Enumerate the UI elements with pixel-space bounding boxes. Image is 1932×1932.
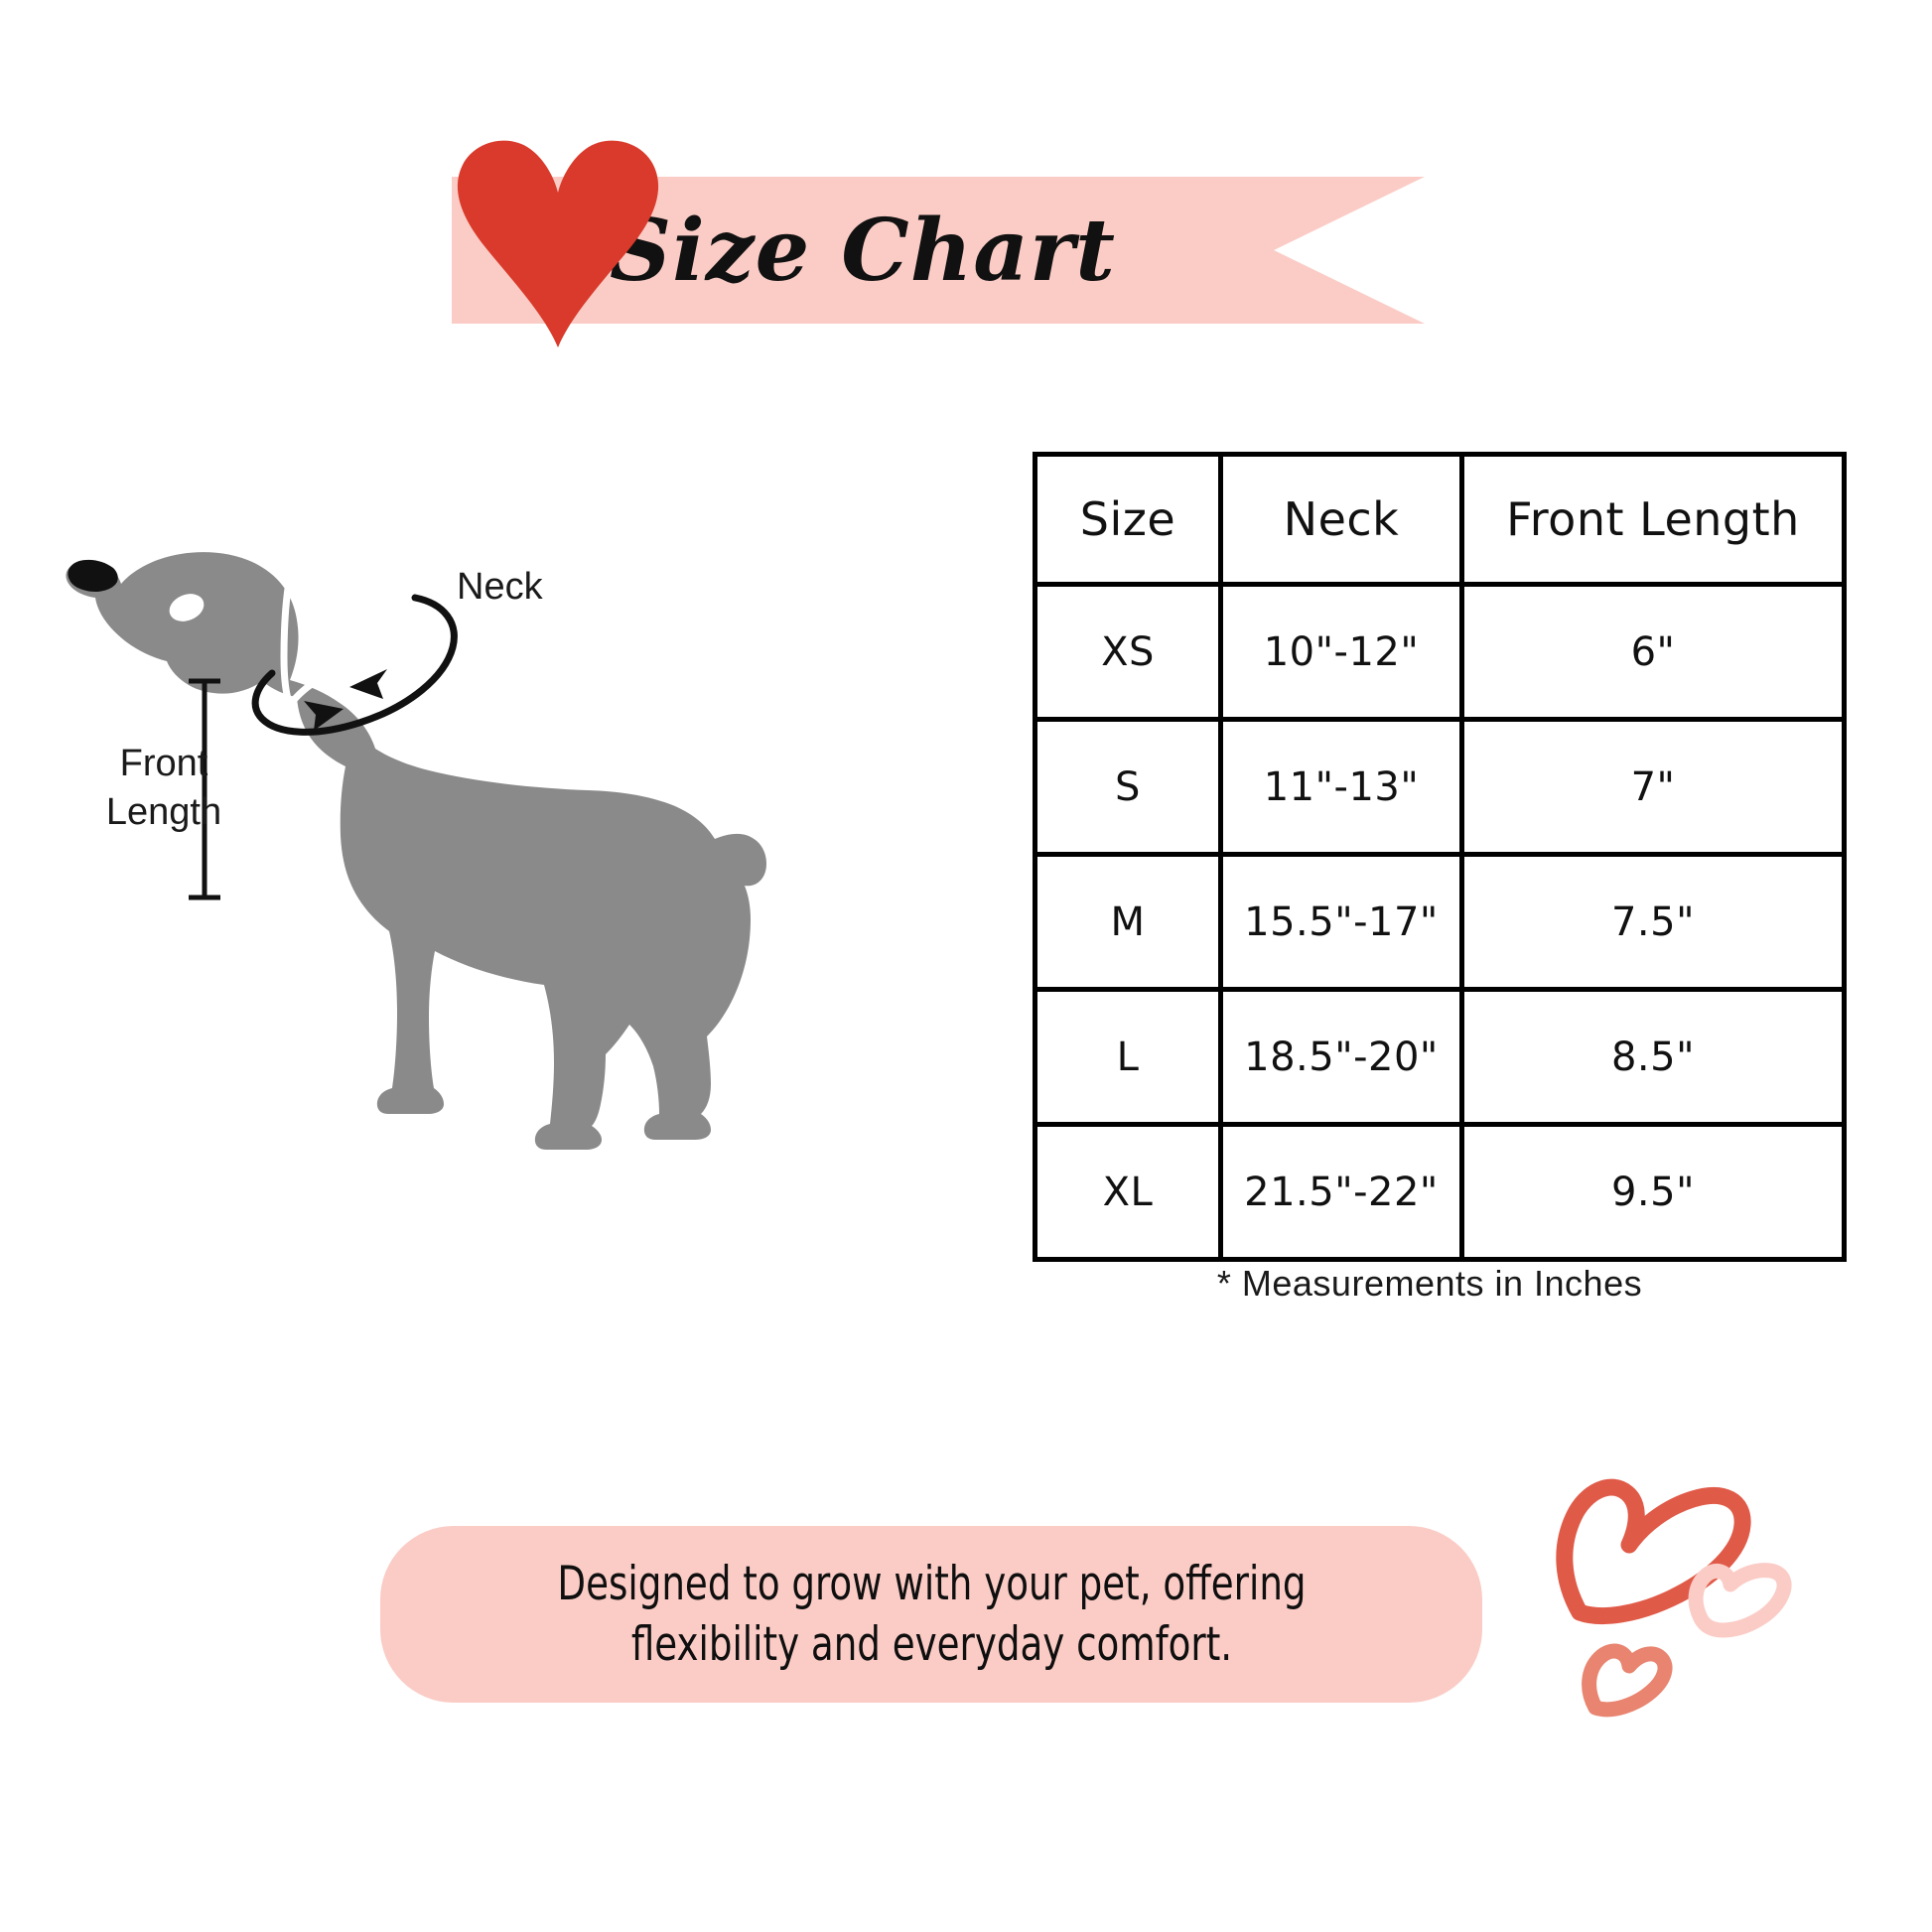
front-length-ruler-icon xyxy=(189,678,220,900)
cell-neck: 21.5"-22" xyxy=(1218,1122,1464,1262)
tagline-text: Designed to grow with your pet, offering… xyxy=(556,1556,1307,1672)
front-length-annotation-label: Front Length xyxy=(105,743,222,833)
column-header-size: Size xyxy=(1033,452,1223,587)
table-row: L 18.5"-20" 8.5" xyxy=(1033,987,1847,1127)
column-header-neck: Neck xyxy=(1218,452,1464,587)
table-row: M 15.5"-17" 7.5" xyxy=(1033,852,1847,992)
cell-size: XS xyxy=(1033,582,1223,722)
cell-front-length: 6" xyxy=(1459,582,1847,722)
cell-neck: 10"-12" xyxy=(1218,582,1464,722)
table-header-row: Size Neck Front Length xyxy=(1033,452,1847,587)
size-chart-table-container: Size Neck Front Length XS 10"-12" 6" S 1… xyxy=(1033,452,1847,1262)
table-row: XS 10"-12" 6" xyxy=(1033,582,1847,722)
dog-illustration: Neck Front Length xyxy=(60,536,973,1191)
neck-measure-arrow-icon xyxy=(251,594,458,736)
cell-size: L xyxy=(1033,987,1223,1127)
table-footnote: * Measurements in Inches xyxy=(1216,1263,1643,1304)
header: Size Chart xyxy=(0,0,1932,377)
tagline-banner: Designed to grow with your pet, offering… xyxy=(380,1526,1482,1703)
cell-front-length: 7" xyxy=(1459,717,1847,857)
cell-front-length: 8.5" xyxy=(1459,987,1847,1127)
column-header-front-length: Front Length xyxy=(1459,452,1847,587)
page-title: Size Chart xyxy=(609,200,1116,301)
size-chart-table: Size Neck Front Length XS 10"-12" 6" S 1… xyxy=(1033,452,1847,1262)
cell-size: XL xyxy=(1033,1122,1223,1262)
cell-size: M xyxy=(1033,852,1223,992)
cell-neck: 11"-13" xyxy=(1218,717,1464,857)
heart-icon xyxy=(457,140,659,347)
cell-neck: 18.5"-20" xyxy=(1218,987,1464,1127)
table-row: XL 21.5"-22" 9.5" xyxy=(1033,1122,1847,1262)
dog-silhouette-icon xyxy=(66,552,767,1150)
heart-doodle-icon xyxy=(1556,1478,1792,1718)
neck-annotation-label: Neck xyxy=(457,566,543,608)
cell-front-length: 9.5" xyxy=(1459,1122,1847,1262)
cell-size: S xyxy=(1033,717,1223,857)
table-row: S 11"-13" 7" xyxy=(1033,717,1847,857)
cell-front-length: 7.5" xyxy=(1459,852,1847,992)
cell-neck: 15.5"-17" xyxy=(1218,852,1464,992)
